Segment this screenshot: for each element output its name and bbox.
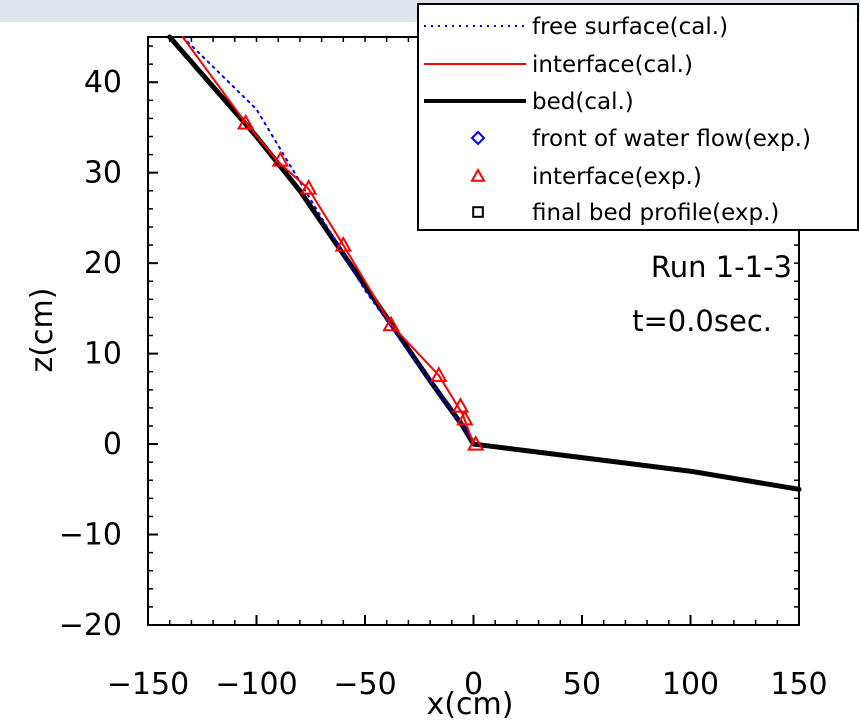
markers-group (236, 113, 485, 451)
y-tick-label: 0 (103, 427, 122, 462)
y-tick-label: 20 (84, 246, 122, 281)
data-point-4 (456, 409, 474, 426)
run-annotation: Run 1-1-3 (651, 250, 792, 284)
legend-label-0: free surface(cal.) (532, 14, 728, 40)
y-tick-label: 30 (84, 156, 122, 191)
series-line-1 (181, 36, 475, 446)
legend-marker-5 (472, 206, 484, 218)
data-point-4 (466, 435, 485, 451)
legend: free surface(cal.) interface(cal.) bed(cal… (417, 3, 859, 231)
x-tick-label: 150 (770, 667, 827, 702)
data-point-4 (299, 179, 318, 195)
x-tick-label: 100 (662, 667, 719, 702)
legend-marker-4 (470, 167, 486, 182)
data-point-4 (382, 315, 400, 332)
data-point-4 (430, 366, 448, 382)
y-tick-label: −10 (59, 518, 122, 553)
x-tick-label: −150 (107, 667, 189, 702)
legend-marker-3 (470, 130, 486, 146)
x-axis-label: x(cm) (427, 687, 514, 721)
y-tick-label: −20 (59, 608, 122, 643)
time-annotation: t=0.0sec. (632, 304, 772, 338)
y-tick-label: 10 (84, 337, 122, 372)
x-tick-label: 50 (563, 667, 601, 702)
x-tick-label: 0 (464, 667, 483, 702)
y-tick-label: 40 (84, 65, 122, 100)
legend-label-1: interface(cal.) (532, 52, 693, 78)
data-point-4 (334, 236, 352, 252)
x-tick-label: −50 (333, 667, 396, 702)
x-tick-label: −100 (215, 667, 297, 702)
series-line-0 (181, 36, 475, 443)
legend-box (417, 3, 859, 231)
legend-rows: free surface(cal.) interface(cal.) bed(cal… (424, 14, 811, 226)
legend-label-2: bed(cal.) (532, 89, 634, 115)
legend-label-4: interface(exp.) (532, 164, 702, 190)
y-axis-label: z(cm) (25, 288, 60, 373)
data-point-4 (236, 113, 255, 130)
data-point-4 (451, 397, 470, 413)
legend-label-5: final bed profile(exp.) (532, 200, 779, 226)
legend-label-3: front of water flow(exp.) (532, 126, 811, 152)
data-point-4 (271, 150, 290, 167)
